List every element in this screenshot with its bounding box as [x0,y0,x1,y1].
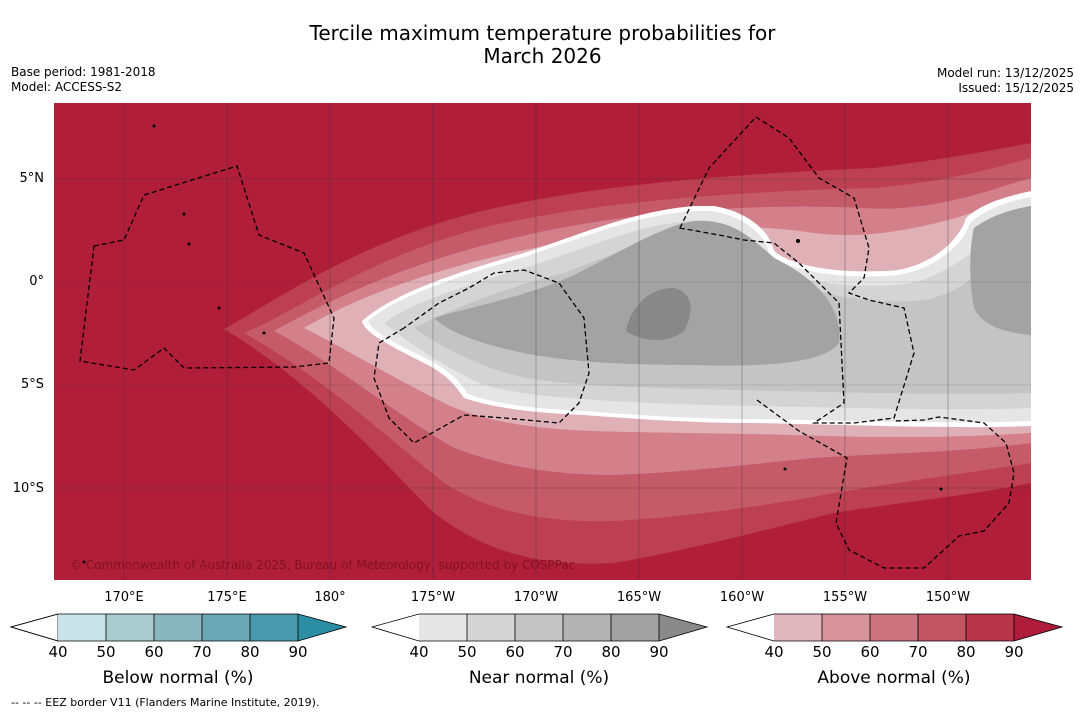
lat-label-10s: 10°S [12,481,44,496]
model-name: Model: ACCESS-S2 [11,80,123,94]
cbar-below-segment [250,614,298,641]
cbar-near-title: Near normal (%) [468,668,610,688]
cbar-near-segment [419,614,467,641]
cbar-above-segment [966,614,1014,641]
island-marker [152,124,156,128]
cbar-above-min-arrow [727,614,774,641]
cbar-tick: 70 [192,643,212,661]
cbar-tick: 60 [505,643,525,661]
island-marker [217,306,221,310]
cbar-near-segment [467,614,515,641]
cbar-above-segment [774,614,822,641]
cbar-above-max-arrow [1014,614,1062,641]
cbar-below-max-arrow [298,614,346,641]
near-normal-80 [434,220,840,366]
cbar-below-segment [154,614,202,641]
cbar-below-outline [10,613,348,642]
title-line-1: Tercile maximum temperature probabilitie… [309,21,776,45]
cbar-tick: 60 [860,643,880,661]
cbar-tick: 50 [96,643,116,661]
model-run: Model run: 13/12/2025 [936,66,1074,80]
eez-footnote: -- -- -- EEZ border V11 (Flanders Marine… [11,696,320,709]
cbar-above-segment [870,614,918,641]
cbar-tick: 80 [240,643,260,661]
cbar-near-segment [515,614,563,641]
cbar-above-outline [726,613,1064,642]
eez-borders [79,116,1015,569]
cbar-tick: 40 [409,643,429,661]
cbar-below-segment [106,614,154,641]
cbar-tick: 80 [601,643,621,661]
meta-left: Base period: 1981-2018 Model: ACCESS-S2 [11,65,156,95]
lon-label-175e: 175°E [207,590,247,605]
islands [82,124,943,564]
map-title: Tercile maximum temperature probabilitie… [0,22,1085,68]
cbar-below-title: Below normal (%) [102,668,254,688]
probability-map: © Commonwealth of Australia 2025, Bureau… [54,103,1031,580]
meta-right: Model run: 13/12/2025 Issued: 15/12/2025 [937,66,1074,96]
cbar-near-segment [563,614,611,641]
lat-label-5s: 5°S [20,377,44,392]
lon-label-160w: 160°W [719,590,765,605]
title-line-2: March 2026 [483,44,602,68]
colorbar-near-normal [371,613,709,642]
cbar-tick: 40 [48,643,68,661]
cbar-tick: 40 [764,643,784,661]
cbar-tick: 90 [288,643,308,661]
near-normal-80-east [970,206,1031,335]
cbar-near-outline [371,613,709,642]
cbar-below-min-arrow [10,613,59,642]
lat-label-0: 0° [29,274,44,289]
near-normal-90 [626,288,691,340]
lat-label-5n: 5°N [19,171,45,186]
lon-label-150w: 150°W [925,590,971,605]
island-marker [783,467,787,471]
island-marker [939,487,943,491]
island-marker [796,239,800,243]
cbar-near-segment [611,614,659,641]
graticule [54,103,1031,580]
cbar-tick: 80 [956,643,976,661]
cbar-below-segment [202,614,250,641]
cbar-below-segment [58,614,106,641]
cbar-near-max-arrow [659,614,707,641]
map-svg [54,103,1031,580]
cbar-tick: 50 [457,643,477,661]
issued-date: Issued: 15/12/2025 [958,81,1074,95]
lon-label-165w: 165°W [616,590,662,605]
island-marker [82,560,86,564]
lon-label-170w: 170°W [513,590,559,605]
eez-cook-islands [756,399,1015,569]
cbar-above-title: Above normal (%) [817,668,971,688]
cbar-tick: 90 [1004,643,1024,661]
cbar-tick: 90 [649,643,669,661]
eez-phoenix-line [679,116,915,424]
cbar-above-segment [918,614,966,641]
eez-kiribati-west [79,165,335,371]
island-marker [187,242,191,246]
cbar-near-min-arrow [372,614,419,641]
colorbar-above-normal [726,613,1064,642]
cbar-tick: 70 [553,643,573,661]
eez-tokelau-samoa [373,269,590,444]
lon-label-155w: 155°W [822,590,868,605]
cbar-tick: 70 [908,643,928,661]
lon-label-175w: 175°W [410,590,456,605]
cbar-tick: 50 [812,643,832,661]
cbar-tick: 60 [144,643,164,661]
island-marker [262,331,266,335]
cbar-above-segment [822,614,870,641]
island-marker [182,212,186,216]
copyright-notice: © Commonwealth of Australia 2025, Bureau… [70,558,576,572]
lon-label-180: 180° [314,590,346,605]
colorbar-below-normal [10,613,348,642]
base-period: Base period: 1981-2018 [11,65,156,79]
lon-label-170e: 170°E [104,590,144,605]
